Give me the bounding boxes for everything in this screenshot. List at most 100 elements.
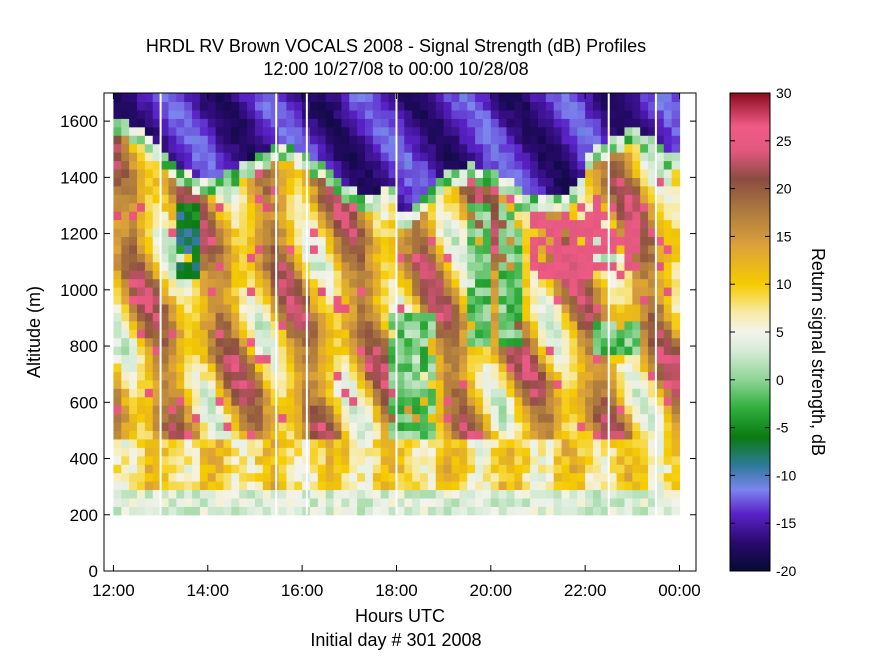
heatmap-cell — [608, 194, 618, 204]
heatmap-cell — [152, 464, 162, 474]
heatmap-cell — [655, 160, 665, 170]
heatmap-cell — [420, 194, 429, 204]
heatmap-cell — [372, 405, 382, 415]
heatmap-cell — [553, 362, 563, 372]
heatmap-cell — [530, 329, 539, 339]
heatmap-cell — [490, 396, 500, 406]
heatmap-cell — [349, 194, 358, 204]
heatmap-cell — [129, 202, 138, 212]
heatmap-cell — [309, 430, 319, 440]
heatmap-cell — [152, 253, 162, 263]
heatmap-cell — [262, 244, 272, 254]
heatmap-cell — [482, 244, 492, 254]
heatmap-cell — [545, 413, 555, 423]
heatmap-cell — [482, 329, 492, 339]
heatmap-cell — [247, 101, 256, 111]
heatmap-cell — [585, 346, 594, 356]
heatmap-cell — [207, 362, 217, 372]
heatmap-cell — [632, 244, 641, 254]
heatmap-cell — [357, 118, 366, 128]
heatmap-cell — [624, 362, 633, 372]
heatmap-cell — [388, 447, 398, 457]
heatmap-cell — [325, 320, 335, 330]
heatmap-cell — [506, 270, 515, 280]
heatmap-cell — [522, 219, 531, 229]
heatmap-cell — [286, 93, 295, 103]
heatmap-cell — [294, 413, 303, 423]
heatmap-cell — [341, 287, 350, 297]
heatmap-cell — [427, 481, 437, 491]
heatmap-cell — [655, 261, 665, 271]
heatmap-cell — [129, 278, 138, 288]
heatmap-cell — [388, 346, 398, 356]
heatmap-cell — [380, 93, 390, 103]
heatmap-cell — [514, 371, 523, 381]
heatmap-cell — [309, 126, 319, 136]
heatmap-cell — [467, 430, 476, 440]
heatmap-cell — [514, 261, 523, 271]
heatmap-cell — [632, 489, 641, 499]
heatmap-cell — [537, 497, 547, 507]
heatmap-cell — [176, 244, 185, 254]
heatmap-cell — [506, 337, 515, 347]
heatmap-cell — [561, 472, 571, 482]
heatmap-cell — [506, 447, 515, 457]
heatmap-cell — [585, 126, 594, 136]
heatmap-cell — [498, 312, 508, 322]
heatmap-cell — [215, 362, 225, 372]
heatmap-cell — [443, 244, 453, 254]
heatmap-cell — [325, 185, 335, 195]
heatmap-cell — [254, 421, 264, 432]
heatmap-cell — [388, 261, 398, 271]
heatmap-cell — [396, 253, 405, 263]
heatmap-cell — [600, 303, 610, 313]
heatmap-cell — [278, 354, 287, 364]
heatmap-cell — [640, 227, 649, 237]
heatmap-cell — [514, 160, 523, 170]
heatmap-cell — [192, 329, 201, 339]
heatmap-cell — [569, 185, 578, 195]
heatmap-cell — [553, 455, 563, 465]
heatmap-cell — [325, 152, 335, 162]
heatmap-cell — [530, 194, 539, 204]
heatmap-cell — [671, 371, 681, 381]
heatmap-cell — [482, 152, 492, 162]
heatmap-cell — [553, 337, 563, 347]
heatmap-cell — [144, 337, 154, 347]
heatmap-cell — [412, 506, 421, 516]
heatmap-cell — [199, 168, 209, 178]
heatmap-cell — [616, 438, 626, 448]
heatmap-cell — [467, 506, 476, 516]
heatmap-cell — [467, 413, 476, 423]
heatmap-cell — [616, 379, 626, 389]
heatmap-cell — [160, 362, 170, 372]
heatmap-cell — [223, 506, 232, 516]
heatmap-cell — [451, 362, 460, 372]
heatmap-cell — [655, 430, 665, 440]
heatmap-cell — [514, 354, 523, 364]
heatmap-cell — [176, 497, 185, 507]
heatmap-cell — [294, 447, 303, 457]
heatmap-cell — [467, 227, 476, 237]
heatmap-cell — [498, 152, 508, 162]
heatmap-cell — [160, 464, 170, 474]
heatmap-cell — [600, 135, 610, 145]
heatmap-cell — [286, 160, 295, 170]
heatmap-cell — [514, 194, 523, 204]
heatmap-cell — [640, 93, 649, 103]
heatmap-cell — [262, 227, 272, 237]
heatmap-cell — [278, 109, 287, 119]
heatmap-cell — [459, 143, 468, 153]
heatmap-cell — [239, 168, 248, 178]
heatmap-cell — [624, 447, 633, 457]
heatmap-cell — [325, 481, 335, 491]
heatmap-cell — [317, 118, 327, 128]
heatmap-cell — [648, 354, 657, 364]
heatmap-cell — [168, 346, 177, 356]
heatmap-cell — [427, 362, 437, 372]
heatmap-cell — [412, 430, 421, 440]
heatmap-cell — [121, 396, 130, 406]
heatmap-cell — [640, 455, 649, 465]
heatmap-cell — [490, 455, 500, 465]
heatmap-cell — [349, 447, 358, 457]
